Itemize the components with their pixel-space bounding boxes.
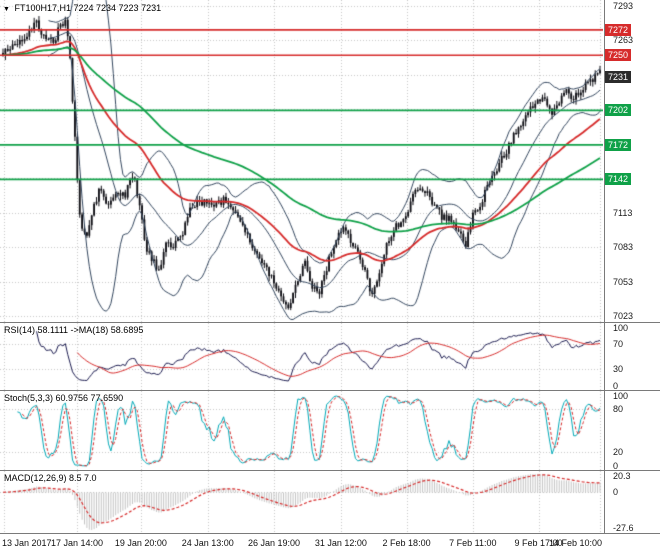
price-chart-canvas[interactable] (0, 0, 603, 322)
stochastic-panel: Stoch(5,3,3) 60.9756 77.6590 100 80 20 0 (0, 390, 660, 471)
rsi-axis-tick: 30 (613, 363, 624, 374)
stochastic-label: Stoch(5,3,3) 60.9756 77.6590 (4, 393, 124, 403)
macd-label: MACD(12,26,9) 8.5 7.0 (4, 473, 97, 483)
price-chart-panel: ▼ FT100H17,H1 7224 7234 7223 7231 7293 72… (0, 0, 660, 322)
support-price-label: 7142 (605, 173, 632, 186)
time-axis-label: 19 Jan 20:00 (114, 538, 167, 548)
macd-axis-tick: -27.6 (613, 523, 634, 533)
rsi-axis-tick: 100 (613, 323, 629, 333)
y-axis-tick: 7263 (613, 35, 634, 46)
y-axis-tick: 7023 (613, 311, 634, 322)
macd-axis-tick: 20.3 (613, 471, 631, 481)
ohlc-values: 7224 7234 7223 7231 (73, 3, 162, 13)
support-price-label: 7172 (605, 138, 632, 151)
macd-canvas[interactable] (0, 471, 603, 533)
macd-axis-tick: 0 (613, 487, 619, 498)
stochastic-axis-tick: 0 (613, 461, 619, 471)
time-axis-label: 13 Jan 2017 (2, 538, 52, 548)
y-axis-tick: 7113 (613, 207, 633, 218)
time-axis-label: 31 Jan 12:00 (314, 538, 367, 548)
stochastic-axis-tick: 80 (613, 403, 624, 414)
rsi-label: RSI(14) 58.1111 ->MA(18) 58.6895 (4, 325, 144, 335)
axis-separator-line (604, 0, 605, 533)
rsi-axis-tick: 0 (613, 381, 619, 391)
rsi-canvas[interactable] (0, 323, 603, 390)
stochastic-axis-tick: 100 (613, 391, 629, 401)
resistance-price-label: 7272 (605, 23, 632, 36)
support-price-label: 7202 (605, 104, 632, 117)
time-axis-label: 24 Jan 13:00 (181, 538, 234, 548)
stochastic-canvas[interactable] (0, 391, 603, 470)
y-axis-tick: 7293 (613, 0, 634, 11)
time-axis-label: 26 Jan 19:00 (248, 538, 301, 548)
time-axis-label: 7 Feb 11:00 (449, 538, 497, 548)
current-price-label: 7231 (605, 71, 632, 84)
symbol-collapse-icon: ▼ (3, 6, 10, 13)
time-axis-label: 9 Feb 17:00 (514, 538, 563, 548)
resistance-price-label: 7250 (605, 49, 632, 62)
symbol-label: FT100H17,H1 (14, 3, 71, 13)
time-axis-label: 17 Jan 14:00 (50, 538, 104, 548)
time-axis-label: 14 Feb 10:00 (548, 538, 602, 548)
time-axis-label: 2 Feb 18:00 (382, 538, 431, 548)
y-axis-tick: 7053 (613, 276, 634, 287)
rsi-panel: RSI(14) 58.1111 ->MA(18) 58.6895 100 70 30… (0, 322, 660, 391)
macd-panel: MACD(12,26,9) 8.5 7.0 20.3 0 -27.6 (0, 470, 660, 533)
time-axis[interactable]: 13 Jan 2017 17 Jan 14:00 19 Jan 20:00 24 Ja… (0, 533, 660, 560)
price-axis: 7293 7263 7113 7083 7053 7023 7272 7250 7202 7172… (604, 0, 660, 322)
stochastic-axis-tick: 20 (613, 447, 624, 458)
y-axis-tick: 7083 (613, 242, 634, 253)
chart-title: ▼ FT100H17,H1 7224 7234 7223 7231 (3, 3, 161, 13)
rsi-axis-tick: 70 (613, 339, 624, 350)
